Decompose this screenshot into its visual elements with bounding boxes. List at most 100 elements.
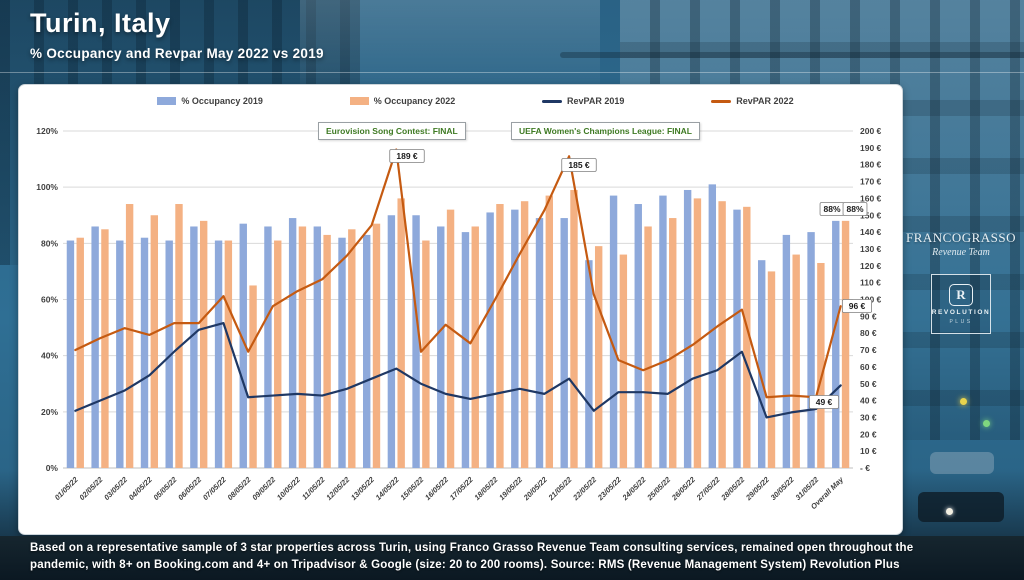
svg-text:40%: 40% <box>41 351 58 361</box>
legend-swatch-revpar-2022 <box>711 99 732 103</box>
svg-text:24/05/22: 24/05/22 <box>620 474 648 502</box>
svg-text:49 €: 49 € <box>816 397 833 407</box>
svg-text:90 €: 90 € <box>860 311 877 321</box>
svg-text:18/05/22: 18/05/22 <box>472 474 500 502</box>
svg-text:110 €: 110 € <box>860 278 881 288</box>
svg-text:04/05/22: 04/05/22 <box>127 474 155 502</box>
legend-label: % Occupancy 2022 <box>373 96 456 106</box>
svg-text:185 €: 185 € <box>568 160 590 170</box>
svg-text:10/05/22: 10/05/22 <box>275 474 303 502</box>
title-divider <box>0 72 1024 73</box>
svg-text:17/05/22: 17/05/22 <box>448 474 476 502</box>
svg-text:26/05/22: 26/05/22 <box>669 474 697 502</box>
franco-grasso-logo: FRANCOGRASSO <box>905 230 1017 245</box>
svg-text:96 €: 96 € <box>849 301 866 311</box>
legend-label: RevPAR 2019 <box>567 96 625 106</box>
chart-canvas: 0% 20% 40% 60% 80% 100% 120% - € 10 € 20 € 30 € 40 … <box>36 126 882 511</box>
svg-text:120%: 120% <box>36 126 58 136</box>
revolution-plus-sub: PLUS <box>949 318 973 325</box>
legend-item-occupancy-2019: % Occupancy 2019 <box>157 96 263 106</box>
legend-item-revpar-2022: RevPAR 2022 <box>711 96 794 106</box>
svg-text:08/05/22: 08/05/22 <box>226 474 254 502</box>
slide-header: Turin, Italy % Occupancy and Revpar May … <box>30 8 324 61</box>
svg-text:70 €: 70 € <box>860 345 877 355</box>
footer-caption: Based on a representative sample of 3 st… <box>0 536 1024 575</box>
chart-legend: % Occupancy 2019 % Occupancy 2022 RevPAR 2… <box>114 92 837 110</box>
svg-text:0%: 0% <box>46 463 59 473</box>
svg-text:23/05/22: 23/05/22 <box>595 474 623 502</box>
svg-text:06/05/22: 06/05/22 <box>176 474 204 502</box>
footer-bar: Based on a representative sample of 3 st… <box>0 536 1024 580</box>
background-building-center <box>300 0 600 93</box>
svg-text:80 €: 80 € <box>860 328 877 338</box>
r-mark-icon: R <box>949 283 973 306</box>
svg-text:50 €: 50 € <box>860 379 877 389</box>
chart-card: % Occupancy 2019 % Occupancy 2022 RevPAR 2… <box>18 84 903 535</box>
line-revpar-2019 <box>74 321 842 419</box>
legend-swatch-occupancy-2022 <box>349 97 369 105</box>
background-roofline <box>560 52 1024 58</box>
svg-text:03/05/22: 03/05/22 <box>102 474 130 502</box>
svg-text:20%: 20% <box>41 407 58 417</box>
bars-occupancy-2019 <box>66 184 840 468</box>
eurovision-final-annotation: Eurovision Song Contest: FINAL <box>318 122 466 140</box>
svg-text:07/05/22: 07/05/22 <box>201 474 229 502</box>
svg-text:02/05/22: 02/05/22 <box>77 474 105 502</box>
svg-text:29/05/22: 29/05/22 <box>743 474 771 502</box>
svg-text:189 €: 189 € <box>396 151 418 161</box>
bars-occupancy-2022 <box>76 189 850 468</box>
svg-text:180 €: 180 € <box>860 160 882 170</box>
legend-swatch-occupancy-2019 <box>157 97 177 105</box>
revenue-team-script: Revenue Team <box>932 247 990 258</box>
svg-text:130 €: 130 € <box>860 244 882 254</box>
background-car <box>918 492 1004 522</box>
svg-text:140 €: 140 € <box>860 227 882 237</box>
legend-label: RevPAR 2022 <box>736 96 794 106</box>
svg-text:01/05/22: 01/05/22 <box>53 474 81 502</box>
revolution-plus-logo: R REVOLUTION PLUS <box>931 274 991 334</box>
legend-item-revpar-2019: RevPAR 2019 <box>542 96 624 106</box>
uefa-final-annotation: UEFA Women's Champions League: FINAL <box>511 122 700 140</box>
svg-text:12/05/22: 12/05/22 <box>324 474 352 502</box>
svg-text:150 €: 150 € <box>860 210 882 220</box>
svg-text:20/05/22: 20/05/22 <box>521 474 549 502</box>
svg-text:22/05/22: 22/05/22 <box>570 474 598 502</box>
svg-text:27/05/22: 27/05/22 <box>694 474 722 502</box>
traffic-light-yellow <box>960 398 967 405</box>
svg-text:120 €: 120 € <box>860 261 882 271</box>
svg-text:05/05/22: 05/05/22 <box>151 474 179 502</box>
svg-text:11/05/22: 11/05/22 <box>300 474 327 501</box>
svg-text:60%: 60% <box>41 295 58 305</box>
footer-line-2: pandemic, with 8+ on Booking.com and 4+ … <box>30 559 900 572</box>
svg-text:20 €: 20 € <box>860 429 877 439</box>
legend-swatch-revpar-2019 <box>542 99 563 103</box>
svg-text:28/05/22: 28/05/22 <box>719 474 747 502</box>
svg-text:30/05/22: 30/05/22 <box>769 474 797 502</box>
svg-text:160 €: 160 € <box>860 193 882 203</box>
car-headlight <box>946 508 953 515</box>
data-point-labels: 189 € 185 € 88% 88% 96 € 49 € <box>389 149 873 409</box>
traffic-light-green <box>983 420 990 427</box>
svg-text:16/05/22: 16/05/22 <box>423 474 451 502</box>
background-car <box>930 452 994 474</box>
svg-text:80%: 80% <box>41 238 58 248</box>
svg-text:21/05/22: 21/05/22 <box>546 474 574 502</box>
svg-text:190 €: 190 € <box>860 143 882 153</box>
svg-text:14/05/22: 14/05/22 <box>374 474 402 502</box>
svg-text:170 €: 170 € <box>860 177 882 187</box>
svg-text:200 €: 200 € <box>860 126 882 136</box>
x-axis-labels: 01/05/2202/05/2203/05/2204/05/2205/05/22… <box>53 474 846 511</box>
legend-item-occupancy-2022: % Occupancy 2022 <box>349 96 456 106</box>
svg-text:100%: 100% <box>36 182 58 192</box>
svg-text:09/05/22: 09/05/22 <box>250 474 278 502</box>
svg-text:15/05/22: 15/05/22 <box>398 474 426 502</box>
svg-text:88%: 88% <box>823 204 840 214</box>
revolution-wordmark: REVOLUTION <box>931 308 991 316</box>
svg-text:40 €: 40 € <box>860 396 877 406</box>
page-title: Turin, Italy <box>30 8 171 38</box>
svg-text:25/05/22: 25/05/22 <box>645 474 673 502</box>
right-axis-labels: - € 10 € 20 € 30 € 40 € 50 € 60 € 70 € 80 € 90 € 1… <box>860 126 882 473</box>
legend-label: % Occupancy 2019 <box>181 96 263 106</box>
svg-text:- €: - € <box>860 463 870 473</box>
svg-text:88%: 88% <box>846 204 863 214</box>
